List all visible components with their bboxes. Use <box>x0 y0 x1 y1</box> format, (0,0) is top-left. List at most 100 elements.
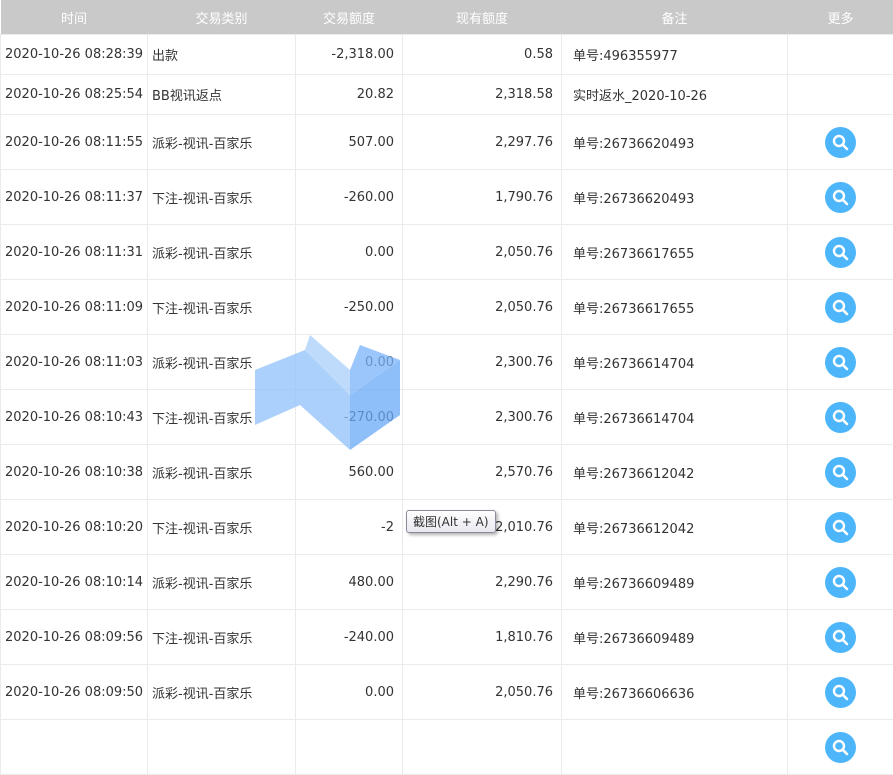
cell-time: 2020-10-26 08:11:37 <box>1 170 148 225</box>
header-type: 交易类别 <box>148 0 296 35</box>
search-icon <box>832 464 849 481</box>
cell-amount: -260.00 <box>296 170 403 225</box>
cell-more <box>788 335 893 390</box>
cell-balance: 2,300.76 <box>403 335 562 390</box>
search-icon <box>832 189 849 206</box>
cell-more <box>788 610 893 665</box>
cell-balance: 2,300.76 <box>403 390 562 445</box>
cell-time: 2020-10-26 08:11:31 <box>1 225 148 280</box>
cell-amount <box>296 720 403 775</box>
cell-more <box>788 720 893 775</box>
cell-time: 2020-10-26 08:09:50 <box>1 665 148 720</box>
cell-amount: 560.00 <box>296 445 403 500</box>
header-amount: 交易额度 <box>296 0 403 35</box>
search-icon <box>832 629 849 646</box>
cell-time: 2020-10-26 08:10:38 <box>1 445 148 500</box>
cell-more <box>788 390 893 445</box>
cell-more <box>788 555 893 610</box>
search-icon <box>832 684 849 701</box>
cell-note: 单号:26736620493 <box>562 115 788 170</box>
details-search-button[interactable] <box>825 732 856 763</box>
cell-time: 2020-10-26 08:11:03 <box>1 335 148 390</box>
details-search-button[interactable] <box>825 127 856 158</box>
cell-note: 单号:26736609489 <box>562 555 788 610</box>
cell-note: 实时返水_2020-10-26 <box>562 75 788 115</box>
search-icon <box>832 574 849 591</box>
cell-amount: -2 <box>296 500 403 555</box>
cell-note: 单号:26736612042 <box>562 500 788 555</box>
cell-note: 单号:26736614704 <box>562 390 788 445</box>
details-search-button[interactable] <box>825 182 856 213</box>
details-search-button[interactable] <box>825 402 856 433</box>
cell-time: 2020-10-26 08:11:09 <box>1 280 148 335</box>
cell-amount: 507.00 <box>296 115 403 170</box>
cell-more <box>788 225 893 280</box>
cell-more <box>788 75 893 115</box>
cell-more <box>788 170 893 225</box>
details-search-button[interactable] <box>825 512 856 543</box>
cell-balance: 2,050.76 <box>403 225 562 280</box>
cell-time: 2020-10-26 08:10:43 <box>1 390 148 445</box>
cell-time: 2020-10-26 08:10:20 <box>1 500 148 555</box>
cell-balance: 1,810.76 <box>403 610 562 665</box>
search-icon <box>832 409 849 426</box>
cell-amount: 0.00 <box>296 335 403 390</box>
cell-type <box>148 720 296 775</box>
cell-type: 派彩-视讯-百家乐 <box>148 115 296 170</box>
cell-type: 下注-视讯-百家乐 <box>148 500 296 555</box>
details-search-button[interactable] <box>825 622 856 653</box>
details-search-button[interactable] <box>825 677 856 708</box>
cell-more <box>788 280 893 335</box>
cell-more <box>788 115 893 170</box>
table-row <box>1 720 893 775</box>
header-more: 更多 <box>788 0 893 35</box>
table-header: 时间 交易类别 交易额度 现有额度 备注 更多 <box>1 0 893 35</box>
cell-balance: 1,790.76 <box>403 170 562 225</box>
cell-balance: 2,297.76 <box>403 115 562 170</box>
cell-type: 派彩-视讯-百家乐 <box>148 665 296 720</box>
cell-type: 派彩-视讯-百家乐 <box>148 555 296 610</box>
cell-note: 单号:26736606636 <box>562 665 788 720</box>
cell-type: BB视讯返点 <box>148 75 296 115</box>
cell-note: 单号:26736617655 <box>562 280 788 335</box>
screenshot-tooltip: 截图(Alt + A) <box>406 510 496 533</box>
details-search-button[interactable] <box>825 292 856 323</box>
cell-amount: -250.00 <box>296 280 403 335</box>
cell-more <box>788 35 893 75</box>
cell-time: 2020-10-26 08:11:55 <box>1 115 148 170</box>
details-search-button[interactable] <box>825 457 856 488</box>
cell-note: 单号:26736614704 <box>562 335 788 390</box>
details-search-button[interactable] <box>825 567 856 598</box>
cell-balance: 2,050.76 <box>403 665 562 720</box>
details-search-button[interactable] <box>825 347 856 378</box>
cell-balance: 2,570.76 <box>403 445 562 500</box>
cell-type: 下注-视讯-百家乐 <box>148 390 296 445</box>
cell-note <box>562 720 788 775</box>
cell-balance: 0.58 <box>403 35 562 75</box>
search-icon <box>832 739 849 756</box>
cell-more <box>788 500 893 555</box>
header-balance: 现有额度 <box>403 0 562 35</box>
cell-amount: -270.00 <box>296 390 403 445</box>
cell-amount: -240.00 <box>296 610 403 665</box>
cell-note: 单号:26736609489 <box>562 610 788 665</box>
search-icon <box>832 354 849 371</box>
header-note: 备注 <box>562 0 788 35</box>
cell-time: 2020-10-26 08:28:39 <box>1 35 148 75</box>
search-icon <box>832 299 849 316</box>
cell-time: 2020-10-26 08:10:14 <box>1 555 148 610</box>
cell-type: 下注-视讯-百家乐 <box>148 170 296 225</box>
search-icon <box>832 244 849 261</box>
details-search-button[interactable] <box>825 237 856 268</box>
